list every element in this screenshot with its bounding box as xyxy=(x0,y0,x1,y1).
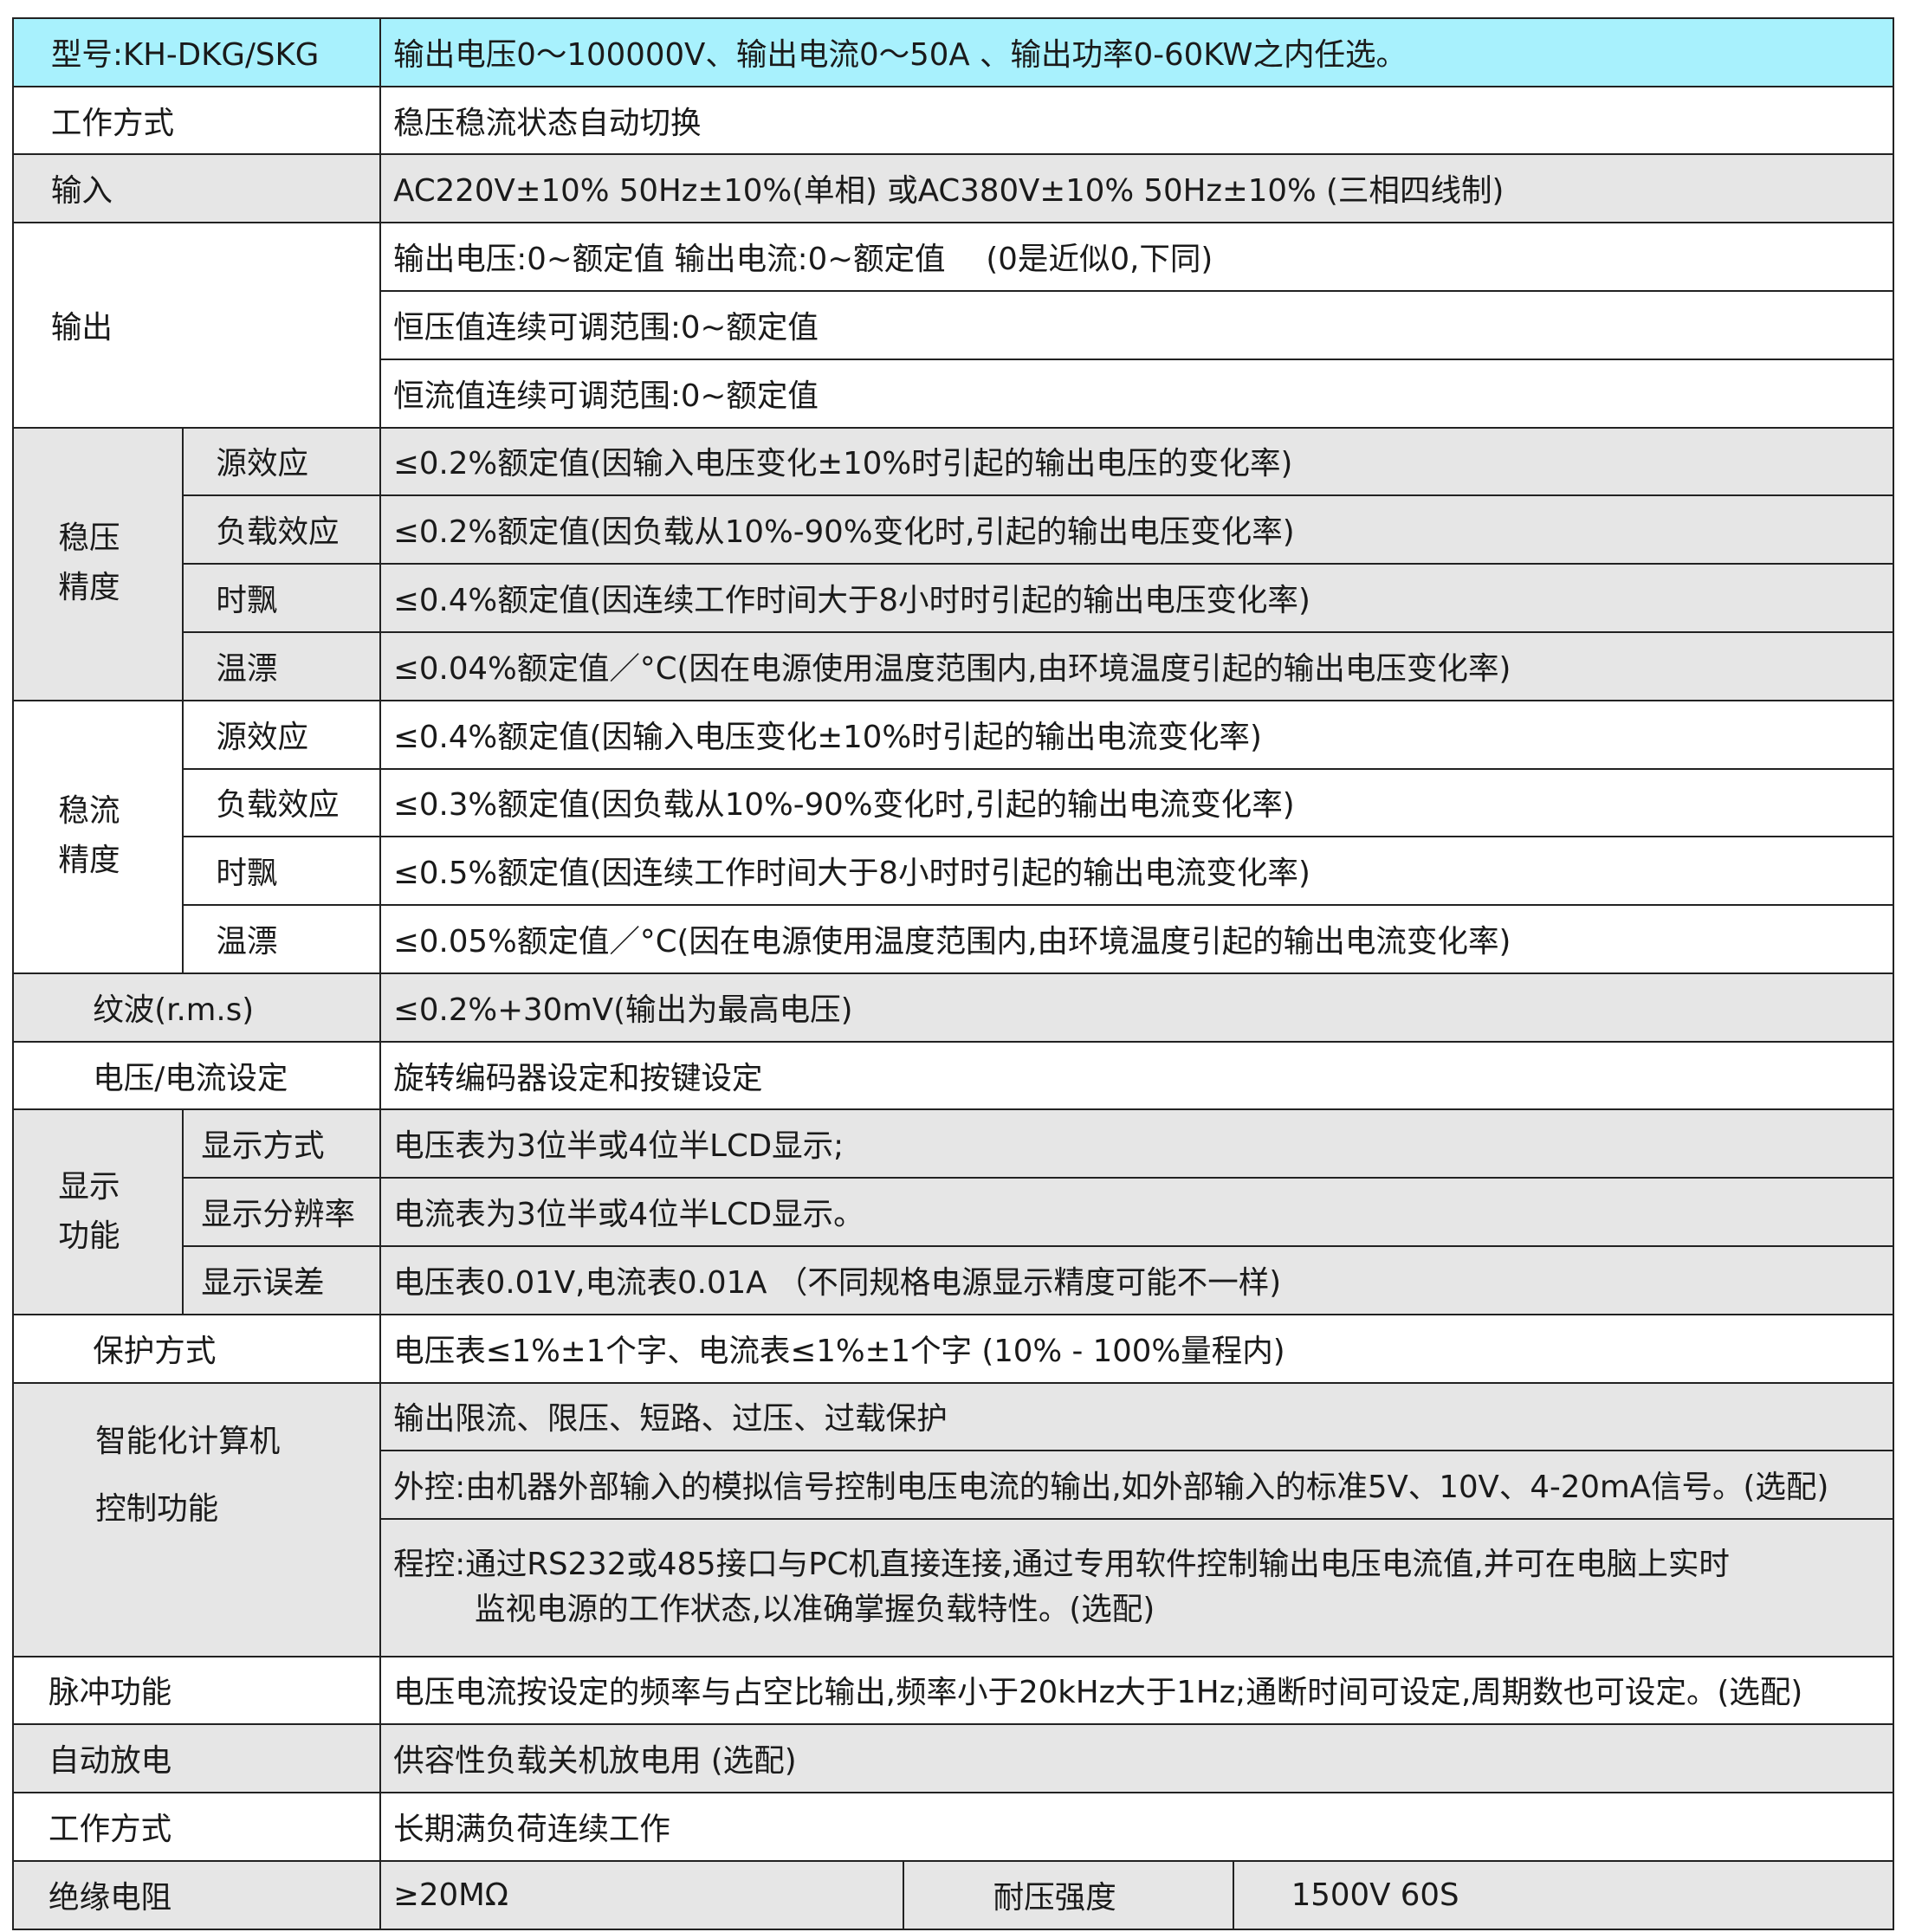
table-row: 纹波(r.m.s) ≤0.2%+30mV(输出为最高电压) xyxy=(12,972,1894,1043)
group-label-line: 智能化计算机 xyxy=(95,1423,281,1459)
table-row: 时飘 ≤0.4%额定值(因连续工作时间大于8小时时引起的输出电压变化率) xyxy=(13,563,1894,633)
row-value: 稳压稳流状态自动切换 xyxy=(379,85,1894,156)
group-label-line: 稳流 xyxy=(58,793,120,830)
group-label-line: 精度 xyxy=(58,570,120,606)
sub-label: 温漂 xyxy=(182,904,381,974)
table-row: 稳流精度 源效应 ≤0.4%额定值(因输入电压变化±10%时引起的输出电流变化率… xyxy=(12,699,1894,974)
table-row: 显示功能 显示方式 电压表为3位半或4位半LCD显示; xyxy=(12,1108,1894,1315)
spec-table: 型号:KH-DKG/SKG 输出电压0～100000V、输出电流0～50A 、输… xyxy=(12,16,1894,1930)
row-value: 恒流值连续可调范围:0~额定值 xyxy=(379,358,1894,429)
row-label: 纹波(r.m.s) xyxy=(12,972,381,1043)
row-value: ≤0.2%额定值(因输入电压变化±10%时引起的输出电压的变化率) xyxy=(379,426,1894,497)
row-value: ≤0.2%额定值(因负载从10%-90%变化时,引起的输出电压变化率) xyxy=(379,494,1894,565)
row-value: 电压电流按设定的频率与占空比输出,频率小于20kHz大于1Hz;通断时间可设定,… xyxy=(379,1655,1894,1726)
row-value: AC220V±10% 50Hz±10%(单相) 或AC380V±10% 50Hz… xyxy=(379,153,1894,224)
row-value: 恒压值连续可调范围:0~额定值 xyxy=(379,290,1894,360)
row-value: 电压表≤1%±1个字、电流表≤1%±1个字 (10% - 100%量程内) xyxy=(379,1313,1894,1384)
table-row: 输入 AC220V±10% 50Hz±10%(单相) 或AC380V±10% 5… xyxy=(12,153,1894,224)
row-value: ≤0.5%额定值(因连续工作时间大于8小时时引起的输出电流变化率) xyxy=(379,836,1894,907)
model-value: 输出电压0～100000V、输出电流0～50A 、输出功率0-60KW之内任选。 xyxy=(379,16,1894,87)
group-label-line: 功能 xyxy=(58,1218,120,1254)
row-label: 耐压强度 xyxy=(903,1859,1235,1930)
row-value: 程控:通过RS232或485接口与PC机直接连接,通过专用软件控制输出电压电流值… xyxy=(379,1518,1894,1657)
row-value: 外控:由机器外部输入的模拟信号控制电压电流的输出,如外部输入的标准5V、10V、… xyxy=(379,1450,1894,1521)
table-row: 外控:由机器外部输入的模拟信号控制电压电流的输出,如外部输入的标准5V、10V、… xyxy=(13,1450,1894,1521)
row-value: 1500V 60S xyxy=(1233,1859,1894,1930)
row-label: 保护方式 xyxy=(12,1313,381,1384)
row-value: 旋转编码器设定和按键设定 xyxy=(379,1040,1894,1111)
sub-label: 负载效应 xyxy=(182,767,381,838)
table-row: 工作方式 长期满负荷连续工作 xyxy=(12,1792,1894,1862)
group-label: 智能化计算机 控制功能 xyxy=(12,1381,381,1657)
table-row: 智能化计算机 控制功能 输出限流、限压、短路、过压、过载保护 xyxy=(12,1381,1894,1657)
row-value: ≤0.3%额定值(因负载从10%-90%变化时,引起的输出电流变化率) xyxy=(379,767,1894,838)
table-row: 显示误差 电压表0.01V,电流表0.01A （不同规格电源显示精度可能不一样) xyxy=(13,1244,1894,1315)
sub-label: 源效应 xyxy=(182,699,381,770)
group-label: 显示 功能 xyxy=(12,1108,184,1315)
row-value: ≥20MΩ xyxy=(379,1859,905,1930)
model-row: 型号:KH-DKG/SKG 输出电压0～100000V、输出电流0～50A 、输… xyxy=(12,16,1894,87)
table-row: 保护方式 电压表≤1%±1个字、电流表≤1%±1个字 (10% - 100%量程… xyxy=(12,1313,1894,1384)
table-row: 自动放电 供容性负载关机放电用 (选配) xyxy=(12,1723,1894,1794)
sub-label: 温漂 xyxy=(182,630,381,701)
table-row: 负载效应 ≤0.3%额定值(因负载从10%-90%变化时,引起的输出电流变化率) xyxy=(13,767,1894,838)
group-label: 稳流 精度 xyxy=(12,699,184,974)
row-value: ≤0.05%额定值／°C(因在电源使用温度范围内,由环境温度引起的输出电流变化率… xyxy=(379,904,1894,974)
table-row: 程控:通过RS232或485接口与PC机直接连接,通过专用软件控制输出电压电流值… xyxy=(13,1518,1894,1657)
table-row: 温漂 ≤0.05%额定值／°C(因在电源使用温度范围内,由环境温度引起的输出电流变… xyxy=(13,904,1894,974)
sub-label: 显示分辨率 xyxy=(182,1177,381,1247)
row-label: 工作方式 xyxy=(12,1792,381,1862)
row-label: 输入 xyxy=(12,153,381,224)
group-label: 稳压 精度 xyxy=(12,426,184,701)
model-label: 型号:KH-DKG/SKG xyxy=(12,16,381,87)
row-label: 自动放电 xyxy=(12,1723,381,1794)
group-label-line: 显示 xyxy=(58,1168,120,1205)
row-value: ≤0.4%额定值(因输入电压变化±10%时引起的输出电流变化率) xyxy=(379,699,1894,770)
row-value-line: 程控:通过RS232或485接口与PC机直接连接,通过专用软件控制输出电压电流值… xyxy=(393,1546,1730,1582)
group-label-line: 精度 xyxy=(58,843,120,879)
sub-label: 负载效应 xyxy=(182,494,381,565)
row-value-line: 监视电源的工作状态,以准确掌握负载特性。(选配) xyxy=(475,1592,1155,1628)
table-row: 脉冲功能 电压电流按设定的频率与占空比输出,频率小于20kHz大于1Hz;通断时… xyxy=(12,1655,1894,1726)
table-row: 时飘 ≤0.5%额定值(因连续工作时间大于8小时时引起的输出电流变化率) xyxy=(13,836,1894,907)
sub-label: 时飘 xyxy=(182,563,381,633)
table-row: 负载效应 ≤0.2%额定值(因负载从10%-90%变化时,引起的输出电压变化率) xyxy=(13,494,1894,565)
row-value: 电压表0.01V,电流表0.01A （不同规格电源显示精度可能不一样) xyxy=(379,1244,1894,1315)
row-value: 输出电压:0~额定值 输出电流:0~额定值 (0是近似0,下同) xyxy=(379,222,1894,293)
row-label: 输出 xyxy=(12,222,381,429)
table-row: 绝缘电阻 ≥20MΩ 耐压强度 1500V 60S xyxy=(12,1859,1894,1930)
table-row: 温漂 ≤0.04%额定值／°C(因在电源使用温度范围内,由环境温度引起的输出电压变… xyxy=(13,630,1894,701)
row-label: 工作方式 xyxy=(12,85,381,156)
table-row: 恒压值连续可调范围:0~额定值 xyxy=(13,290,1894,360)
sub-label: 显示方式 xyxy=(182,1108,381,1179)
row-value: 输出限流、限压、短路、过压、过载保护 xyxy=(379,1381,1894,1452)
row-label: 脉冲功能 xyxy=(12,1655,381,1726)
table-row: 稳压精度 源效应 ≤0.2%额定值(因输入电压变化±10%时引起的输出电压的变化… xyxy=(12,426,1894,701)
row-value: 电压表为3位半或4位半LCD显示; xyxy=(379,1108,1894,1179)
row-value: ≤0.2%+30mV(输出为最高电压) xyxy=(379,972,1894,1043)
table-row: 恒流值连续可调范围:0~额定值 xyxy=(13,358,1894,429)
row-value: ≤0.4%额定值(因连续工作时间大于8小时时引起的输出电压变化率) xyxy=(379,563,1894,633)
group-label-line: 控制功能 xyxy=(95,1491,219,1528)
table-row: 工作方式 稳压稳流状态自动切换 xyxy=(12,85,1894,156)
row-label: 绝缘电阻 xyxy=(12,1859,381,1930)
sub-label: 时飘 xyxy=(182,836,381,907)
table-row: 输出 输出电压:0~额定值 输出电流:0~额定值 (0是近似0,下同) xyxy=(12,222,1894,429)
sub-label: 源效应 xyxy=(182,426,381,497)
row-label: 电压/电流设定 xyxy=(12,1040,381,1111)
sub-label: 显示误差 xyxy=(182,1244,381,1315)
row-value: 电流表为3位半或4位半LCD显示。 xyxy=(379,1177,1894,1247)
group-label-line: 稳压 xyxy=(58,520,120,557)
table-row: 显示分辨率 电流表为3位半或4位半LCD显示。 xyxy=(13,1177,1894,1247)
row-value: 供容性负载关机放电用 (选配) xyxy=(379,1723,1894,1794)
row-value: ≤0.04%额定值／°C(因在电源使用温度范围内,由环境温度引起的输出电压变化率… xyxy=(379,630,1894,701)
table-row: 电压/电流设定 旋转编码器设定和按键设定 xyxy=(12,1040,1894,1111)
row-value: 长期满负荷连续工作 xyxy=(379,1792,1894,1862)
